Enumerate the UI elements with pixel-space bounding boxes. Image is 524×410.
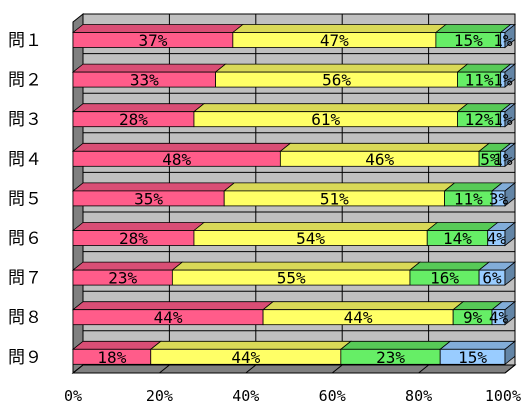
data-label: 18% (97, 348, 126, 367)
floor-gridline (418, 364, 429, 374)
data-label: 44% (231, 348, 260, 367)
data-label: 15% (454, 31, 483, 50)
floor-gridline (504, 364, 516, 374)
category-label: 問９ (8, 348, 42, 368)
bar-end-face (504, 63, 516, 88)
floor-gridline (159, 364, 170, 374)
x-axis-tick-labels: 0% 20% 40% 60% 80% 100% (64, 387, 521, 405)
data-label: 4% (487, 229, 507, 248)
x-tick-label: 100% (485, 387, 521, 405)
data-label: 47% (320, 31, 349, 50)
x-tick-label: 60% (319, 387, 346, 405)
bar-end-face (504, 340, 516, 366)
data-label: 61% (311, 110, 340, 129)
category-label: 問６ (8, 229, 42, 249)
bar-end-face (504, 142, 516, 168)
data-label: 28% (119, 229, 148, 248)
bar-series (71, 23, 517, 366)
category-label: 問３ (8, 110, 42, 130)
data-labels: 37% 47% 15% 1%33% 56% 11% 1%28% 61% 12% 1%48% 46% 5… (97, 31, 512, 367)
x-tick-label: 40% (232, 387, 259, 405)
floor-gridline (245, 364, 257, 374)
data-label: 56% (322, 71, 351, 90)
bar-end-face (504, 102, 516, 128)
category-label: 問４ (8, 150, 42, 170)
category-label: 問７ (8, 269, 42, 289)
data-label: 51% (320, 189, 349, 208)
floor-gridline (72, 364, 84, 374)
data-label: 35% (134, 189, 163, 208)
x-tick-label: 20% (146, 387, 173, 405)
bar-end-face (504, 221, 516, 247)
category-labels: 問１ 問２ 問３ 問４ 問５ 問６ 問７ 問８ 問９ (8, 31, 42, 368)
data-label: 1% (493, 31, 513, 50)
data-label: 3% (489, 189, 509, 208)
data-label: 46% (365, 150, 394, 169)
data-label: 44% (344, 308, 373, 327)
data-label: 16% (430, 269, 459, 288)
data-label: 11% (465, 71, 494, 90)
bar-end-face (504, 300, 516, 326)
data-label: 5% (480, 150, 500, 169)
data-label: 4% (489, 308, 509, 327)
floor-gridline (331, 364, 343, 374)
data-label: 1% (493, 110, 513, 129)
data-label: 1% (493, 71, 513, 90)
data-label: 23% (108, 269, 137, 288)
data-label: 12% (465, 110, 494, 129)
data-label: 9% (463, 308, 483, 327)
data-label: 33% (130, 71, 159, 90)
category-label: 問１ (8, 31, 42, 51)
category-label: 問８ (8, 308, 42, 328)
data-label: 6% (482, 269, 502, 288)
x-tick-label: 80% (405, 387, 432, 405)
bar-end-face (504, 261, 516, 286)
category-label: 問２ (8, 71, 42, 91)
x-tick-label: 0% (64, 387, 82, 405)
data-label: 54% (296, 229, 325, 248)
floor (71, 364, 517, 374)
data-label: 48% (162, 150, 191, 169)
data-label: 55% (277, 269, 306, 288)
bar-end-face (504, 23, 516, 49)
data-label: 44% (154, 308, 183, 327)
data-label: 28% (119, 110, 148, 129)
data-label: 14% (443, 229, 472, 248)
data-label: 15% (458, 348, 487, 367)
data-label: 37% (138, 31, 167, 50)
data-label: 11% (454, 189, 483, 208)
data-label: 23% (376, 348, 405, 367)
bar-end-face (504, 182, 516, 207)
data-label: 1% (493, 150, 513, 169)
category-label: 問５ (8, 189, 42, 209)
